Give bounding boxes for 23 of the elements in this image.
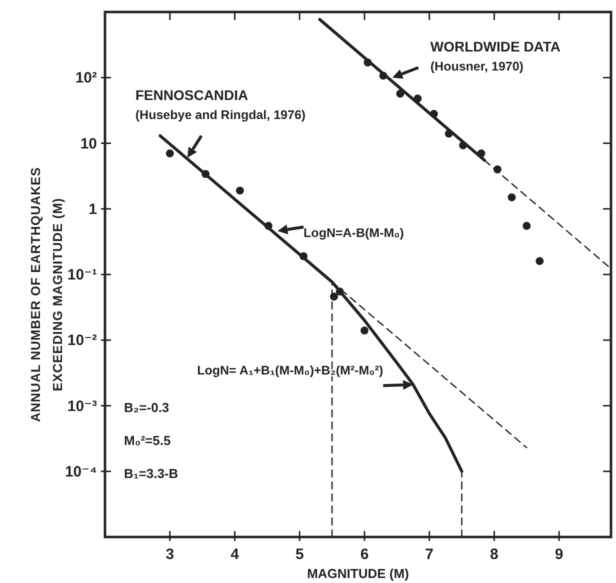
annotation: LogN= A₁+B₁(M-M₀)+B₂(M²-M₀²): [197, 364, 384, 378]
y-axis-title: ANNUAL NUMBER OF EARTHQUAKES EXCEEDING MAGNITUDE (M): [28, 167, 65, 422]
y-tick-label: 10²: [75, 70, 97, 87]
y-tick-label: 10⁻⁴: [64, 463, 97, 480]
x-tick-label: 8: [490, 546, 498, 563]
x-tick-label: 5: [295, 546, 304, 563]
x-axis-title: MAGNITUDE (M): [307, 566, 409, 581]
annotation: WORLDWIDE DATA (Housner, 1970): [430, 38, 561, 74]
y-tick-label: 10⁻¹: [67, 266, 97, 284]
x-tick-label: 4: [230, 546, 240, 563]
annotation: B₁=3.3-B: [124, 466, 178, 481]
y-tick-label: 10⁻²: [67, 332, 97, 350]
annotation: FENNOSCANDIA (Husebye and Ringdal, 1976): [135, 86, 306, 122]
x-tick-label: 9: [554, 546, 564, 563]
y-tick-label: 10⁻³: [67, 398, 97, 415]
annotation: LogN=A-B(M-M₀): [304, 226, 404, 240]
x-tick-label: 6: [360, 546, 369, 563]
annotation: B₂=-0.3: [124, 400, 170, 415]
x-tick-label: 3: [166, 546, 174, 563]
y-tick-label: 1: [88, 200, 97, 218]
x-tick-label: 7: [425, 546, 434, 563]
annotation: M₀²=5.5: [124, 433, 171, 448]
y-tick-label: 10: [80, 135, 97, 152]
